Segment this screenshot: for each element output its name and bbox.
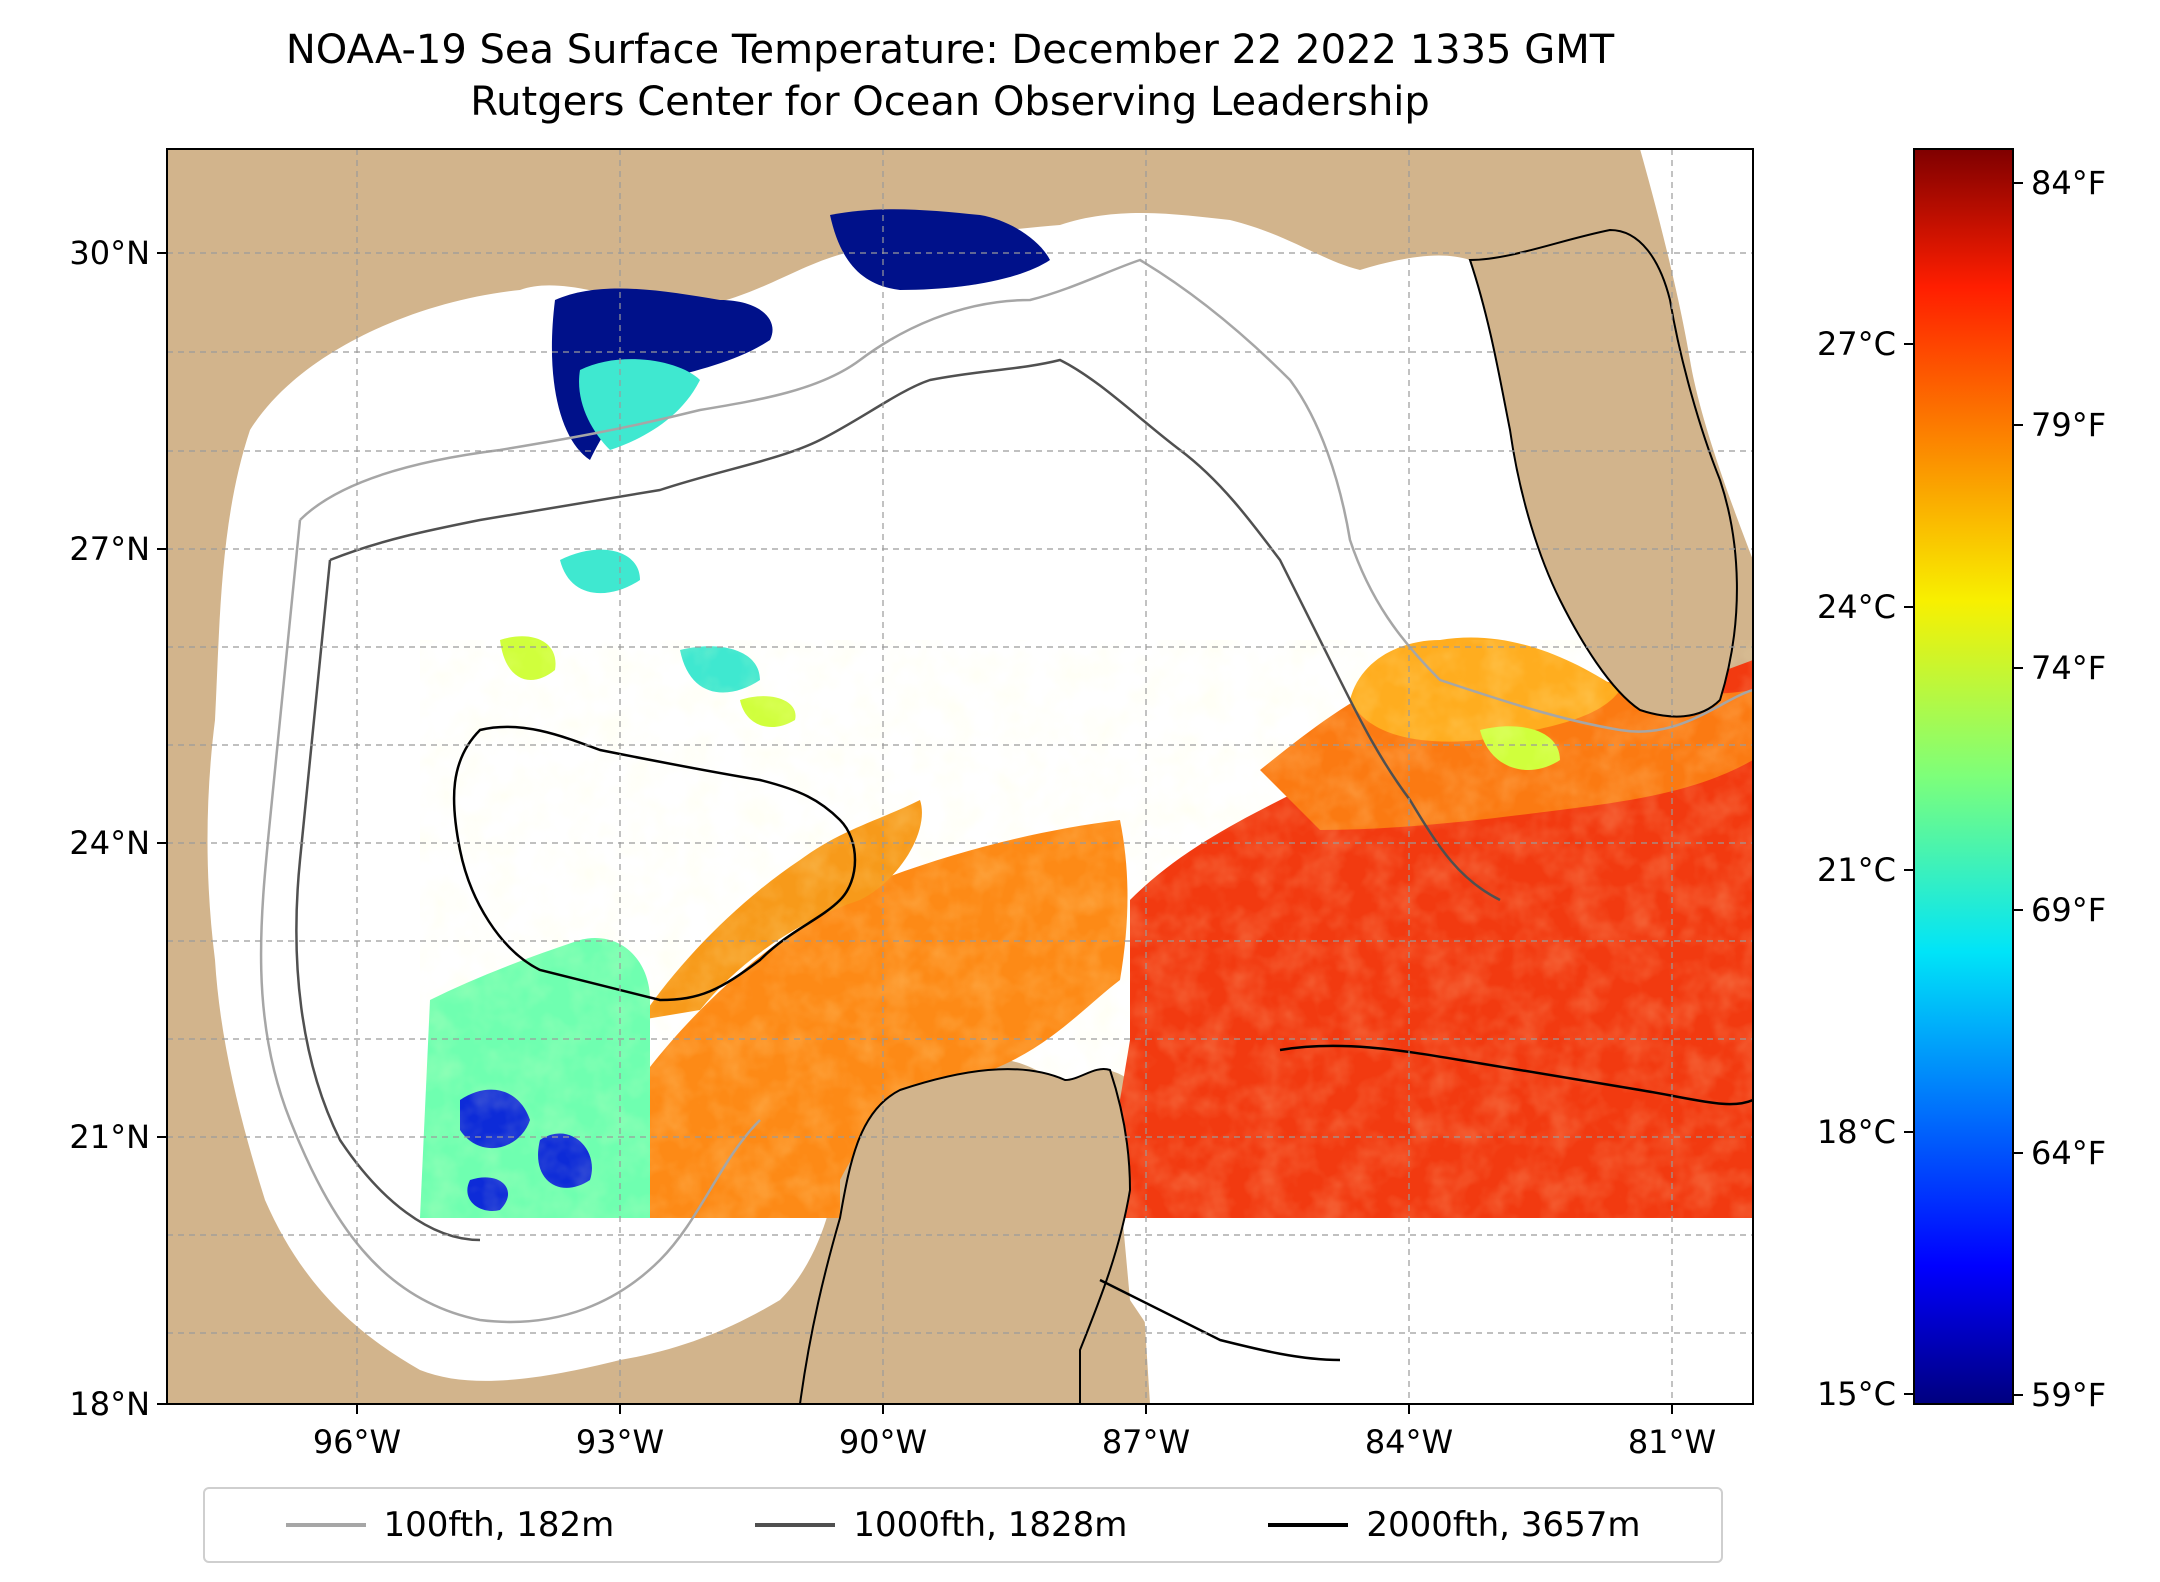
graticule <box>167 149 1753 1404</box>
colorbar: 27°C 24°C 21°C 18°C 15°C 84°F 79°F 74°F … <box>1817 148 2106 1414</box>
contour-legend: 100fth, 182m 1000fth, 1828m 2000fth, 365… <box>203 1487 1723 1563</box>
contour-100fth <box>259 258 1753 1324</box>
fahrenheit-label-59: 59°F <box>2031 1376 2106 1414</box>
lon-label-87w: 87°W <box>1102 1423 1190 1461</box>
lon-label-90w: 90°W <box>839 1423 927 1461</box>
fahrenheit-label-64: 64°F <box>2031 1134 2106 1172</box>
lon-label-96w: 96°W <box>313 1423 401 1461</box>
legend-label-2000fth: 2000fth, 3657m <box>1366 1505 1641 1545</box>
legend-line-1000fth <box>755 1523 836 1527</box>
chart-subtitle: Rutgers Center for Ocean Observing Leade… <box>470 79 1430 125</box>
lat-label-30n: 30°N <box>69 234 150 272</box>
fahrenheit-label-84: 84°F <box>2031 164 2106 202</box>
sst-cold-north-shelf-2 <box>830 209 1050 290</box>
latitude-axis: 30°N 27°N 24°N 21°N 18°N <box>69 234 167 1423</box>
legend-label-1000fth: 1000fth, 1828m <box>853 1505 1128 1545</box>
legend-line-100fth <box>285 1523 366 1527</box>
map-frame <box>166 148 1754 1405</box>
celsius-label-27: 27°C <box>1817 325 1896 363</box>
lat-label-24n: 24°N <box>69 824 150 862</box>
contour-1000fth <box>295 358 1501 1242</box>
celsius-label-24: 24°C <box>1817 588 1896 626</box>
lat-label-21n: 21°N <box>69 1118 150 1156</box>
lon-label-93w: 93°W <box>576 1423 664 1461</box>
map-area <box>167 149 1753 1404</box>
lat-label-27n: 27°N <box>69 530 150 568</box>
legend-line-2000fth <box>1268 1523 1349 1527</box>
colorbar-gradient <box>1913 148 2014 1405</box>
celsius-label-15: 15°C <box>1817 1375 1896 1413</box>
longitude-axis: 96°W 93°W 90°W 87°W 84°W 81°W <box>313 1404 1716 1461</box>
contour-2000fth <box>452 725 1753 1362</box>
fahrenheit-label-69: 69°F <box>2031 891 2106 929</box>
lat-label-18n: 18°N <box>69 1385 150 1423</box>
legend-item-1000fth: 1000fth, 1828m <box>755 1505 1127 1545</box>
sst-teal-north-patches <box>560 359 760 693</box>
lon-label-84w: 84°W <box>1365 1423 1453 1461</box>
legend-item-100fth: 100fth, 182m <box>285 1505 615 1545</box>
lon-label-81w: 81°W <box>1628 1423 1716 1461</box>
fahrenheit-label-74: 74°F <box>2031 649 2106 687</box>
chart-title: NOAA-19 Sea Surface Temperature: Decembe… <box>285 27 1615 73</box>
celsius-label-21: 21°C <box>1817 851 1896 889</box>
legend-item-2000fth: 2000fth, 3657m <box>1268 1505 1640 1545</box>
celsius-label-18: 18°C <box>1817 1113 1896 1151</box>
atlantic-water <box>1640 149 1753 560</box>
legend-label-100fth: 100fth, 182m <box>383 1505 615 1545</box>
fahrenheit-label-79: 79°F <box>2031 406 2106 444</box>
